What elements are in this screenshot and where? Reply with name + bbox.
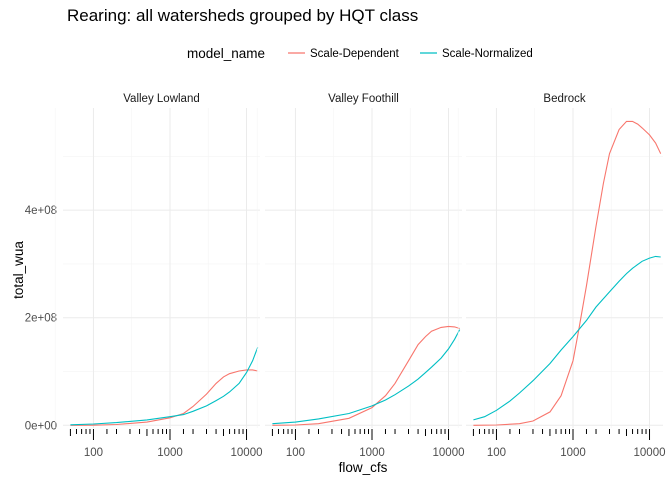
x-tick-label: 10000: [634, 447, 666, 459]
x-tick-label: 100: [487, 447, 506, 459]
facet-strip-label: Valley Lowland: [123, 93, 200, 105]
y-tick-label: 2e+08: [25, 313, 57, 325]
chart-title: Rearing: all watersheds grouped by HQT c…: [67, 6, 419, 25]
legend: model_name Scale-Dependent Scale-Normali…: [187, 46, 533, 61]
x-tick-label: 1000: [359, 447, 385, 459]
x-tick-label: 10000: [433, 447, 465, 459]
x-tick-label: 10000: [231, 447, 263, 459]
facet-panel: Valley Foothill 100 1000 10000: [256, 93, 465, 459]
facet-strip-label: Valley Foothill: [328, 93, 399, 105]
legend-label-scale-dependent: Scale-Dependent: [310, 48, 400, 60]
x-axis-title: flow_cfs: [339, 460, 388, 475]
series-line-scale-dependent: [473, 120, 662, 426]
facet-strip-label: Bedrock: [543, 93, 585, 105]
y-tick-label: 0e+00: [25, 420, 57, 432]
y-tick-label: 4e+08: [25, 205, 57, 217]
facet-panel: Valley Lowland 100 1000 10000: [54, 93, 263, 459]
x-tick-label: 1000: [157, 447, 183, 459]
facet-panel: Bedrock 100 1000 10000: [457, 93, 666, 459]
y-axis-title: total_wua: [11, 241, 26, 299]
series-line-scale-normalized: [272, 329, 461, 425]
x-tick-label: 100: [286, 447, 305, 459]
series-line-scale-normalized: [473, 255, 661, 421]
x-tick-label: 100: [84, 447, 103, 459]
x-tick-label: 1000: [560, 447, 586, 459]
legend-label-scale-normalized: Scale-Normalized: [442, 48, 533, 60]
y-axis: 0e+00 2e+08 4e+08: [25, 205, 57, 432]
series-line-scale-dependent: [272, 325, 460, 426]
legend-title: model_name: [187, 46, 265, 61]
series-line-scale-dependent: [70, 369, 258, 426]
series-line-scale-normalized: [70, 347, 259, 426]
